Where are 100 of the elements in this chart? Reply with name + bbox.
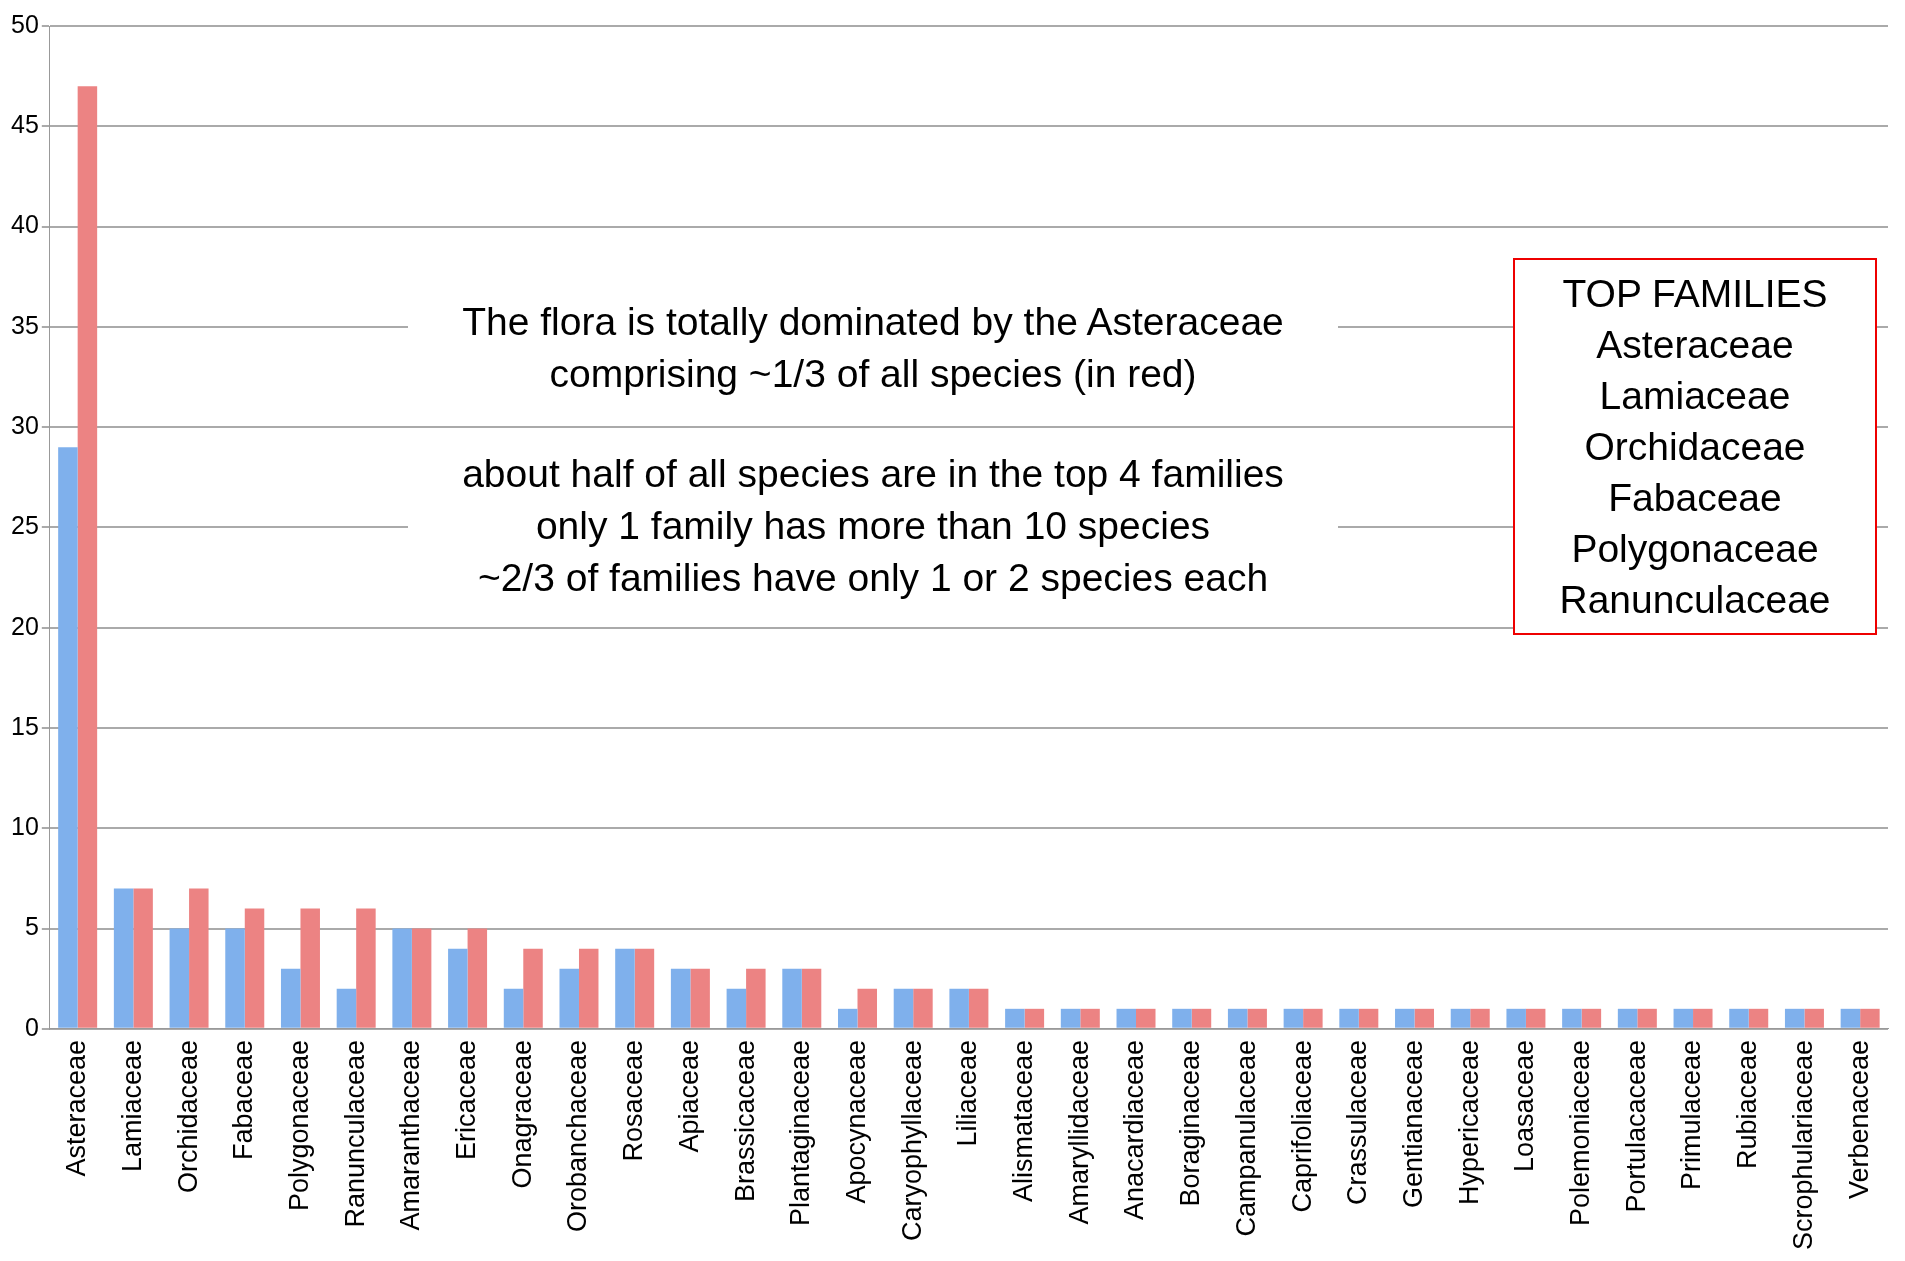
bar	[1024, 1008, 1045, 1028]
x-tick-label: Apiaceae	[673, 1039, 704, 1153]
bar	[467, 928, 488, 1028]
bar	[1617, 1008, 1638, 1028]
bar	[1562, 1008, 1582, 1028]
x-tick-label: Rosaceae	[618, 1039, 649, 1162]
y-tick-label: 35	[11, 310, 39, 339]
x-tick-label: Scrophulariaceae	[1787, 1039, 1818, 1251]
bar	[1470, 1008, 1490, 1028]
bar	[356, 908, 376, 1028]
bar	[189, 888, 209, 1028]
bar	[893, 988, 914, 1028]
x-tick-label: Caryophyllaceae	[896, 1039, 927, 1241]
bar	[968, 988, 989, 1028]
x-tick-label: Boraginaceae	[1175, 1039, 1206, 1207]
x-tick-label: Amaryllidaceae	[1063, 1039, 1094, 1225]
bar	[113, 888, 134, 1028]
bar	[578, 948, 599, 1028]
y-tick-label: 45	[11, 110, 39, 139]
bar	[1637, 1008, 1657, 1028]
bar	[1060, 1008, 1081, 1028]
bar	[169, 928, 190, 1028]
bar	[1693, 1008, 1713, 1028]
y-tick-label: 30	[11, 411, 39, 440]
annotation: The flora is totally dominated by the Asteraceae comprising ~1/3 of all species (in red)	[408, 296, 1338, 400]
bar	[1673, 1008, 1694, 1028]
bar	[913, 988, 933, 1028]
bar	[392, 928, 412, 1028]
x-tick-label: Verbenaceae	[1843, 1039, 1874, 1200]
bar	[857, 988, 877, 1028]
x-tick-label: Ranunculaceae	[339, 1039, 370, 1228]
bar	[448, 948, 468, 1028]
bar	[1840, 1008, 1861, 1028]
bar	[1005, 1008, 1025, 1028]
y-tick-label: 50	[11, 9, 39, 38]
bar	[1191, 1008, 1212, 1028]
bar	[503, 988, 524, 1028]
bar	[133, 888, 153, 1028]
x-tick-label: Onagraceae	[506, 1039, 537, 1189]
y-tick-label: 20	[11, 611, 39, 640]
x-tick-label: Liliaceae	[952, 1039, 983, 1147]
bar	[225, 928, 245, 1028]
y-tick-label: 40	[11, 210, 39, 239]
x-tick-label: Crassulaceae	[1342, 1039, 1373, 1205]
annotation: about half of all species are in the top 4 families only 1 family has more than 10 species ~2/3 of families have only 1 or 2 species each	[408, 448, 1338, 604]
bar	[1116, 1008, 1137, 1028]
annotation: TOP FAMILIES Asteraceae Lamiaceae Orchidaceae Fabaceae Polygonaceae Ranunculaceae	[1513, 258, 1877, 635]
bar	[1450, 1008, 1471, 1028]
bar	[77, 86, 98, 1028]
bar	[1303, 1008, 1323, 1028]
bar	[1729, 1008, 1749, 1028]
y-tick-label: 15	[11, 711, 39, 740]
bar	[1804, 1008, 1824, 1028]
x-tick-label: Fabaceae	[228, 1039, 259, 1160]
bar	[280, 968, 301, 1028]
x-tick-label: Anacardiaceae	[1119, 1039, 1150, 1221]
x-tick-label: Polemoniaceae	[1565, 1039, 1596, 1227]
bar	[1525, 1008, 1546, 1028]
bar	[1395, 1008, 1415, 1028]
x-tick-label: Caprifoliaceae	[1286, 1039, 1317, 1213]
x-tick-label: Ericaceae	[451, 1039, 482, 1160]
bar	[782, 968, 802, 1028]
x-tick-label: Alismataceae	[1008, 1039, 1039, 1202]
bar	[746, 968, 766, 1028]
bar	[801, 968, 822, 1028]
bar	[411, 928, 432, 1028]
x-tick-label: Portulacaceae	[1620, 1039, 1651, 1213]
x-tick-label: Polygonaceae	[283, 1039, 314, 1212]
x-tick-label: Orchidaceae	[172, 1039, 203, 1193]
bar	[726, 988, 747, 1028]
x-tick-label: Amaranthaceae	[395, 1039, 426, 1231]
bar	[615, 948, 635, 1028]
bar	[1506, 1008, 1526, 1028]
y-tick-label: 5	[24, 912, 39, 941]
bar	[1136, 1008, 1156, 1028]
x-tick-label: Rubiaceae	[1732, 1039, 1763, 1169]
bar	[1247, 1008, 1267, 1028]
bar	[1784, 1008, 1805, 1028]
bar	[690, 968, 710, 1028]
bar	[1358, 1008, 1379, 1028]
x-tick-label: Plantaginaceae	[785, 1039, 816, 1227]
y-tick-label: 10	[11, 812, 39, 841]
x-tick-label: Primulaceae	[1676, 1039, 1707, 1190]
bar	[949, 988, 969, 1028]
bar	[336, 988, 357, 1028]
x-tick-label: Lamiaceae	[116, 1039, 147, 1172]
bar	[523, 948, 543, 1028]
bar	[1283, 1008, 1304, 1028]
bar	[559, 968, 579, 1028]
x-tick-label: Brassicaceae	[729, 1039, 760, 1202]
bar	[1227, 1008, 1248, 1028]
x-tick-label: Apocynaceae	[840, 1039, 871, 1204]
bar	[1414, 1008, 1435, 1028]
bar	[634, 948, 655, 1028]
bar	[838, 1008, 858, 1028]
bar	[244, 908, 265, 1028]
x-tick-label: Gentianaceae	[1397, 1039, 1428, 1209]
y-tick-label: 25	[11, 511, 39, 540]
x-tick-label: Hypericaceae	[1453, 1039, 1484, 1205]
x-tick-label: Campanulaceae	[1230, 1039, 1261, 1237]
